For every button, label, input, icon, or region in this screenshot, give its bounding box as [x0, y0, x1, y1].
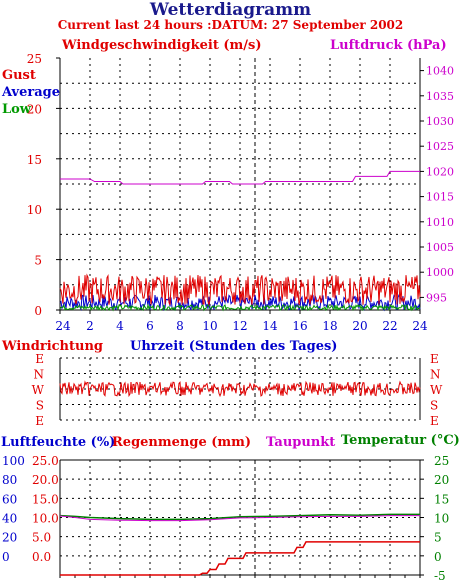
temp-tick-label: 10 — [434, 512, 449, 526]
humidity-tick-label: 20 — [2, 531, 17, 545]
y-tick-label: 15 — [27, 153, 42, 167]
pressure-line — [60, 170, 420, 185]
x-axis-label: Uhrzeit (Stunden des Tages) — [130, 339, 337, 354]
x-tick-label: 2 — [86, 319, 94, 333]
x-tick-label: 6 — [146, 319, 154, 333]
rain-tick-label: 0.0 — [32, 550, 51, 564]
y-tick-label: 5 — [34, 254, 42, 268]
y2-tick-label: 1020 — [426, 165, 454, 178]
rain-tick-label: 20.0 — [32, 473, 59, 487]
dewpoint-axis-label: Taupunkt — [266, 435, 335, 450]
low-wind-line — [59, 303, 421, 312]
temperature-line — [59, 513, 420, 521]
temperature-axis-label: Temperatur (°C) — [341, 433, 460, 448]
x-tick-label: 16 — [292, 319, 307, 333]
legend-average: Average — [1, 85, 60, 100]
chart-subtitle: Current last 24 hours :DATUM: 27 Septemb… — [57, 18, 404, 32]
direction-tick-label: S — [430, 399, 438, 413]
direction-tick-label: E — [35, 352, 44, 366]
pressure-axis-label: Luftdruck (hPa) — [330, 38, 447, 53]
y2-tick-label: 995 — [426, 291, 447, 304]
direction-tick-label: W — [32, 383, 45, 397]
x-tick-label: 14 — [262, 319, 278, 333]
y2-tick-label: 1040 — [426, 65, 454, 78]
temp-tick-label: 25 — [434, 454, 449, 468]
temp-tick-label: 15 — [434, 492, 449, 506]
direction-tick-label: S — [36, 399, 44, 413]
rain-tick-label: 15.0 — [32, 492, 59, 506]
humidity-tick-label: 60 — [2, 492, 17, 506]
legend-gust: Gust — [2, 68, 36, 83]
humidity-tick-label: 80 — [2, 473, 17, 487]
y2-tick-label: 1000 — [426, 266, 454, 279]
x-tick-label: 4 — [116, 319, 124, 333]
x-tick-label: 18 — [322, 319, 337, 333]
rain-tick-label: 5.0 — [32, 531, 51, 545]
y-tick-label: 20 — [27, 102, 42, 116]
x-tick-label: 22 — [382, 319, 397, 333]
temp-tick-label: -5 — [434, 569, 446, 583]
rain-tick-label: 25.0 — [32, 454, 59, 468]
humidity-axis-label: Luftfeuchte (%) — [1, 435, 115, 450]
direction-tick-label: E — [430, 414, 439, 428]
wind-axis-label: Windgeschwindigkeit (m/s) — [61, 38, 261, 53]
temp-tick-label: 0 — [434, 550, 442, 564]
y2-tick-label: 1025 — [426, 140, 454, 153]
rain-line — [60, 541, 420, 576]
direction-tick-label: N — [34, 368, 45, 382]
direction-tick-label: W — [430, 383, 443, 397]
x-tick-label: 12 — [232, 319, 247, 333]
rain-axis-label: Regenmenge (mm) — [112, 435, 251, 450]
direction-tick-label: E — [430, 352, 439, 366]
legend-low: Low — [2, 102, 32, 117]
gust-line — [59, 273, 421, 307]
y2-tick-label: 1005 — [426, 241, 454, 254]
x-tick-label: 10 — [202, 319, 217, 333]
x-tick-label: 24 — [412, 319, 428, 333]
humidity-tick-label: 0 — [2, 550, 10, 564]
y2-tick-label: 1015 — [426, 191, 454, 204]
y-tick-label: 25 — [27, 52, 42, 66]
rain-tick-label: 10.0 — [32, 512, 59, 526]
y-tick-label: 0 — [34, 304, 42, 318]
wind-direction-line — [59, 380, 421, 398]
y2-tick-label: 1010 — [426, 216, 454, 229]
direction-tick-label: N — [430, 368, 441, 382]
x-tick-label: 24 — [55, 319, 71, 333]
x-tick-label: 20 — [352, 319, 367, 333]
dewpoint-line — [59, 515, 420, 522]
chart-title: Wetterdiagramm — [149, 0, 312, 20]
y2-tick-label: 1030 — [426, 115, 454, 128]
direction-axis-label: Windrichtung — [1, 339, 103, 354]
direction-tick-label: E — [35, 414, 44, 428]
humidity-tick-label: 40 — [2, 512, 17, 526]
temp-tick-label: 20 — [434, 473, 449, 487]
y2-tick-label: 1035 — [426, 90, 454, 103]
temp-tick-label: 5 — [434, 531, 442, 545]
y-tick-label: 10 — [27, 203, 42, 217]
x-tick-label: 8 — [176, 319, 184, 333]
humidity-tick-label: 100 — [2, 454, 25, 468]
